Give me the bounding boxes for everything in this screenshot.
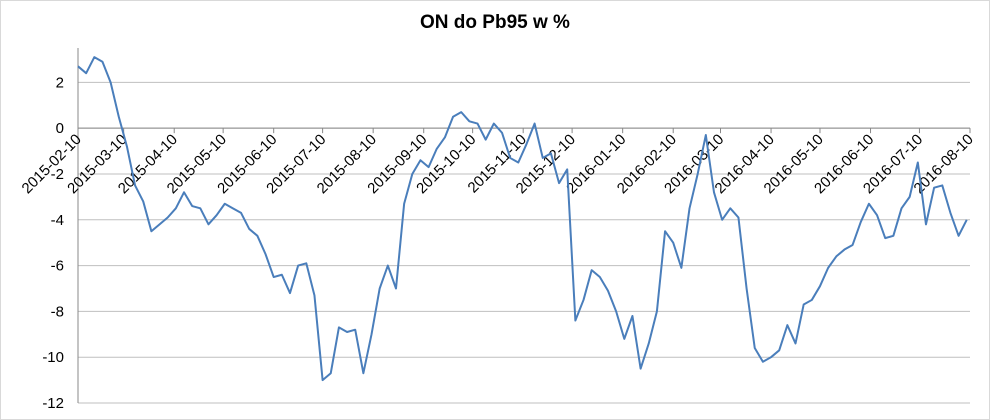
y-tick-label: -4 <box>51 212 64 229</box>
y-tick-label: -8 <box>51 303 64 320</box>
y-tick-label: 2 <box>56 74 64 91</box>
data-line <box>77 56 968 382</box>
y-tick-label: -2 <box>51 166 64 183</box>
y-tick-label: -12 <box>42 395 64 412</box>
y-tick-label: -10 <box>42 349 64 366</box>
y-tick-label: -6 <box>51 258 64 275</box>
y-tick-label: 0 <box>56 120 64 137</box>
chart-title: ON do Pb95 w % <box>420 12 570 33</box>
